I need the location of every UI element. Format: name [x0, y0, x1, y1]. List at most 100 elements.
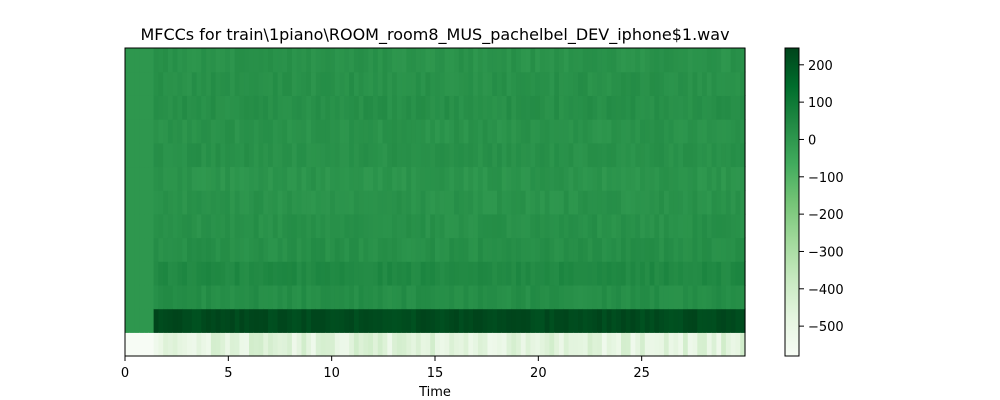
heatmap-cell [716, 332, 722, 357]
heatmap-cell [430, 332, 436, 357]
heatmap-cell [578, 308, 584, 333]
heatmap-cell [568, 95, 574, 120]
heatmap-cell [330, 95, 336, 120]
heatmap-cell [392, 261, 398, 286]
heatmap-cell [706, 119, 713, 144]
heatmap-cell [177, 71, 183, 96]
heatmap-cell [363, 95, 369, 120]
heatmap-cell [692, 284, 698, 310]
heatmap-cell [649, 308, 655, 333]
heatmap-cell [573, 71, 579, 96]
heatmap-cell [167, 48, 174, 73]
heatmap-cell [716, 119, 722, 144]
heatmap-cell [530, 48, 536, 73]
heatmap-cell [740, 190, 746, 215]
heatmap-cell [587, 190, 593, 215]
heatmap-cell [177, 119, 183, 144]
heatmap-cell [191, 237, 198, 262]
heatmap-cell [277, 71, 283, 96]
heatmap-cell [587, 237, 593, 262]
heatmap-cell [291, 48, 298, 73]
heatmap-cell [640, 213, 646, 239]
heatmap-cell [158, 308, 164, 333]
heatmap-cell [377, 71, 384, 96]
heatmap-cell [539, 332, 546, 357]
heatmap-cell [344, 284, 350, 310]
heatmap-cell [616, 190, 622, 215]
heatmap-cell [291, 237, 298, 262]
heatmap-cell [725, 166, 732, 191]
heatmap-cell [544, 48, 551, 73]
heatmap-cell [425, 237, 431, 262]
heatmap-cell [334, 261, 341, 286]
heatmap-cell [396, 166, 403, 191]
heatmap-cell [449, 284, 455, 310]
heatmap-cell [492, 284, 498, 310]
heatmap-cell [563, 142, 570, 168]
heatmap-cell [282, 261, 288, 286]
heatmap-cell [258, 119, 264, 144]
heatmap-cell [454, 284, 460, 310]
heatmap-cell [306, 71, 312, 96]
heatmap-cell [244, 71, 250, 96]
heatmap-cell [578, 261, 584, 286]
heatmap-cell [201, 71, 207, 96]
heatmap-cell [458, 261, 465, 286]
heatmap-cell [740, 308, 746, 333]
heatmap-cell [697, 308, 703, 333]
heatmap-cell [415, 237, 422, 262]
heatmap-cell [725, 142, 732, 168]
x-tick-label: 20 [530, 366, 547, 381]
heatmap-cell [530, 119, 536, 144]
heatmap-cell [191, 213, 198, 239]
heatmap-cell [473, 71, 479, 96]
heatmap-cell [473, 190, 479, 215]
heatmap-cell [516, 95, 522, 120]
heatmap-cell [277, 190, 283, 215]
heatmap-cell [125, 308, 131, 333]
heatmap-cell [430, 284, 436, 310]
heatmap-cell [501, 237, 508, 262]
heatmap-cell [215, 190, 221, 215]
heatmap-cell [311, 166, 317, 191]
heatmap-cell [468, 284, 474, 310]
heatmap-cell [592, 213, 598, 239]
heatmap-cell [582, 332, 589, 357]
heatmap-cell [301, 190, 307, 215]
heatmap-cell [587, 261, 593, 286]
heatmap-cell [559, 119, 565, 144]
heatmap-cell [344, 95, 350, 120]
heatmap-cell [706, 261, 713, 286]
heatmap-cell [220, 308, 226, 333]
heatmap-cell [735, 213, 741, 239]
heatmap-cell [578, 95, 584, 120]
heatmap-cell [334, 119, 341, 144]
heatmap-cell [530, 95, 536, 120]
heatmap-cell [206, 142, 212, 168]
heatmap-cell [454, 213, 460, 239]
heatmap-cell [177, 284, 183, 310]
heatmap-cell [177, 95, 183, 120]
heatmap-cell [697, 48, 703, 73]
heatmap-cell [435, 284, 441, 310]
heatmap-cell [229, 213, 236, 239]
heatmap-cell [196, 213, 202, 239]
heatmap-cell [125, 332, 131, 357]
heatmap-cell [740, 71, 746, 96]
heatmap-cell [525, 95, 531, 120]
heatmap-cell [377, 213, 384, 239]
heatmap-cell [587, 95, 593, 120]
heatmap-cell [125, 261, 131, 286]
heatmap-cell [368, 237, 374, 262]
heatmap-cell [725, 261, 732, 286]
heatmap-cell [535, 142, 541, 168]
heatmap-cell [258, 190, 264, 215]
heatmap-cell [177, 166, 183, 191]
heatmap-cell [301, 332, 307, 357]
heatmap-cell [258, 48, 264, 73]
heatmap-cell [663, 284, 670, 310]
heatmap-cell [582, 261, 589, 286]
heatmap-cell [263, 142, 269, 168]
heatmap-cell [559, 166, 565, 191]
heatmap-cell [353, 166, 360, 191]
